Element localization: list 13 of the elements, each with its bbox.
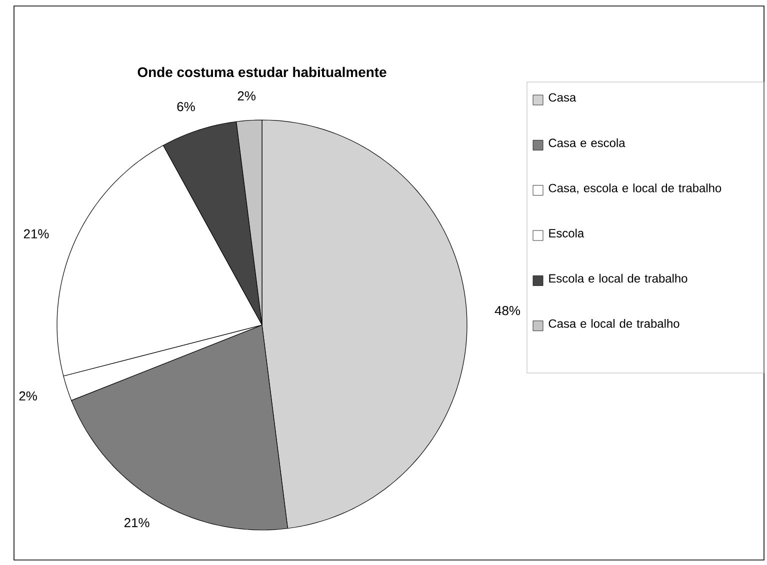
data-label: 21% xyxy=(24,229,49,238)
legend-label: Escola e local de trabalho xyxy=(549,274,688,283)
legend-label: Casa xyxy=(548,93,576,102)
data-label: 48% xyxy=(494,306,520,316)
data-label: 2% xyxy=(19,391,37,401)
data-label: 21% xyxy=(124,518,150,528)
legend-label: Casa e local de trabalho xyxy=(548,319,680,328)
chart-title: Onde costuma estudar habitualmente xyxy=(138,66,386,78)
legend-label: Escola xyxy=(549,228,584,238)
legend-label: Casa, escola e local de trabalho xyxy=(548,184,722,194)
data-label: 2% xyxy=(238,91,256,100)
legend-label: Casa e escola xyxy=(548,138,626,148)
data-label: 6% xyxy=(177,102,195,112)
